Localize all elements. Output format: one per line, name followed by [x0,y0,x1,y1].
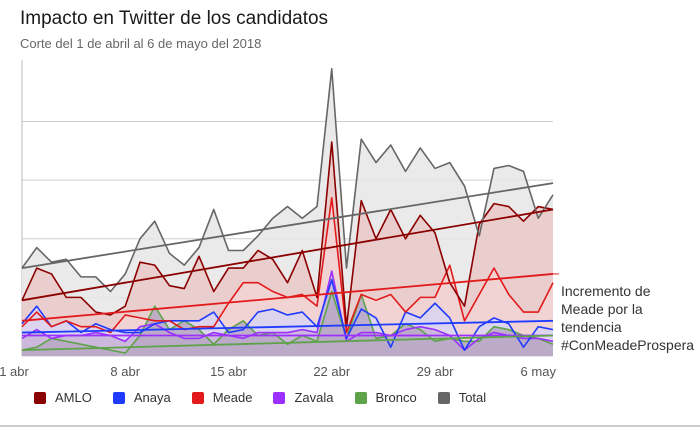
legend-swatch [273,391,286,404]
legend-item-meade: Meade [191,390,253,405]
trend-meade [21,273,554,322]
legend-label: Meade [212,390,253,405]
legend-swatch [191,391,204,404]
meade-annotation: Incremento de Meade por la tendencia #Co… [561,282,700,354]
line-amlo [21,141,554,328]
annotation-line: Meade por la [561,301,643,317]
legend-swatch [437,391,450,404]
chart-subtitle: Corte del 1 de abril al 6 de mayo del 20… [20,36,262,51]
legend-label: Zavala [294,390,334,405]
legend-item-zavala: Zavala [273,390,334,405]
bottom-divider [0,425,700,427]
annotation-line: #ConMeadeProspera [561,337,695,353]
legend-item-anaya: Anaya [112,390,171,405]
x-tick-label: 29 abr [417,364,455,379]
annotation-line: tendencia [561,319,622,335]
line-anaya [21,279,554,351]
annotation-line: Incremento de [561,283,651,299]
trend-total [21,182,554,269]
legend-item-amlo: AMLO [34,390,92,405]
trend-anaya [21,319,554,334]
x-tick-label: 22 abr [313,364,351,379]
legend-swatch [112,391,125,404]
legend-item-total: Total [437,390,487,405]
x-tick-label: 1 abr [0,364,29,379]
legend-label: AMLO [55,390,92,405]
line-bronco [21,290,554,354]
chart-title: Impacto en Twitter de los candidatos [20,8,329,29]
line-area-chart: 1 abr 8 abr 15 abr 22 abr 29 abr 6 may [0,60,559,379]
legend: AMLO Anaya Meade Zavala Bronco Total [34,390,507,405]
legend-label: Total [458,390,487,405]
area-meade [22,197,553,356]
legend-swatch [34,391,46,404]
legend-label: Bronco [375,390,417,405]
x-tick-label: 6 may [521,364,557,379]
line-total [21,67,554,293]
trend-amlo [21,208,554,302]
x-tick-label: 15 abr [210,364,248,379]
legend-label: Anaya [133,390,171,405]
trend-bronco [21,334,554,352]
legend-swatch [354,391,367,404]
legend-item-bronco: Bronco [354,390,417,405]
x-tick-label: 8 abr [110,364,140,379]
